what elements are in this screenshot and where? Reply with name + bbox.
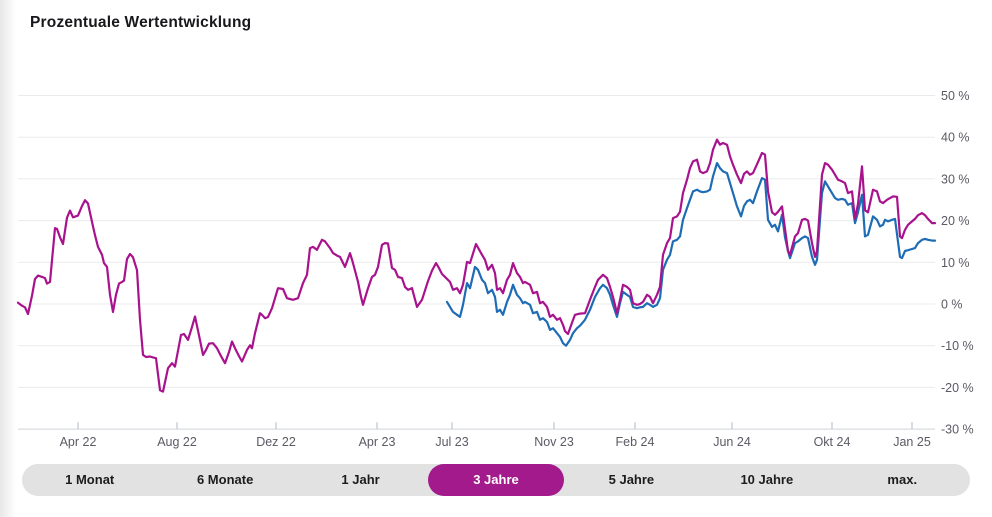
- x-axis-label: Dez 22: [256, 435, 296, 449]
- y-axis-label: -20 %: [941, 381, 974, 395]
- y-axis-label: 20 %: [941, 214, 970, 228]
- y-axis-label: 40 %: [941, 131, 970, 145]
- x-axis-label: Jun 24: [713, 435, 751, 449]
- x-axis-label: Nov 23: [534, 435, 574, 449]
- x-axis-label: Aug 22: [157, 435, 197, 449]
- x-axis-label: Apr 23: [359, 435, 396, 449]
- x-axis-label: Okt 24: [814, 435, 851, 449]
- x-axis-label: Apr 22: [60, 435, 97, 449]
- range-button-6-monate[interactable]: 6 Monate: [157, 464, 292, 496]
- series-line-wertentwicklung-magenta: [16, 138, 937, 393]
- x-axis-label: Jul 23: [435, 435, 468, 449]
- range-button-1-jahr[interactable]: 1 Jahr: [293, 464, 428, 496]
- y-axis-label: -10 %: [941, 339, 974, 353]
- x-axis-label: Feb 24: [616, 435, 655, 449]
- range-button-10-jahre[interactable]: 10 Jahre: [699, 464, 834, 496]
- range-button-5-jahre[interactable]: 5 Jahre: [564, 464, 699, 496]
- chart-title: Prozentuale Wertentwicklung: [30, 14, 252, 31]
- y-axis-label: 10 %: [941, 256, 970, 270]
- range-button-1-monat[interactable]: 1 Monat: [22, 464, 157, 496]
- time-range-selector: 1 Monat 6 Monate 1 Jahr 3 Jahre 5 Jahre 10 Ja…: [22, 464, 970, 496]
- y-axis-label: 50 %: [941, 89, 970, 103]
- range-button-3-jahre[interactable]: 3 Jahre: [428, 464, 564, 496]
- performance-chart: 50 % 40 % 30 % 20 % 10 % 0 % -10 % -20 % -30 % Ap…: [16, 89, 974, 449]
- y-axis-label: -30 %: [941, 423, 974, 437]
- range-button-max[interactable]: max.: [835, 464, 970, 496]
- series-line-wertentwicklung-blau: [445, 162, 937, 347]
- x-axis-label: Jan 25: [893, 435, 931, 449]
- y-axis-label: 30 %: [941, 172, 970, 186]
- y-axis-label: 0 %: [941, 298, 963, 312]
